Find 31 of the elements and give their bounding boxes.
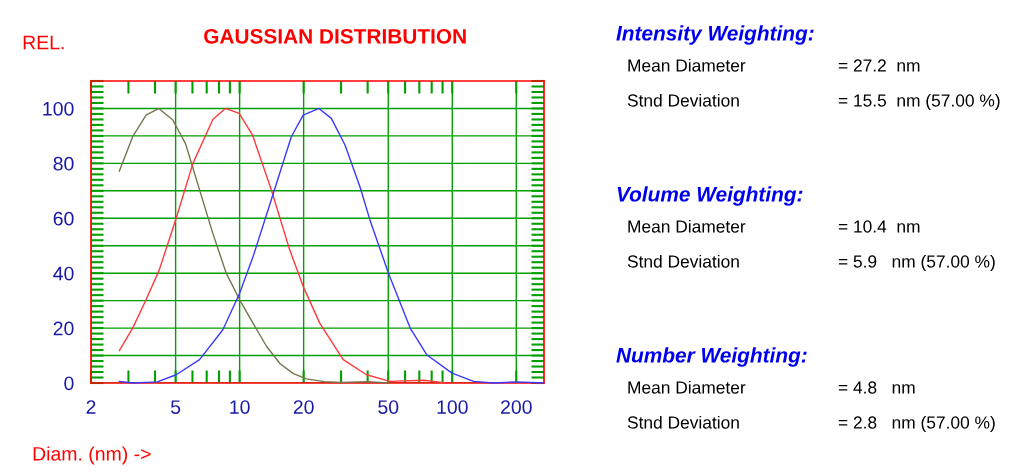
text: = 4.8 nm bbox=[838, 381, 915, 394]
y-tick-label: 20 bbox=[53, 321, 74, 336]
text: = 2.8 nm (57.00 %) bbox=[838, 415, 995, 433]
text: Volume Weighting: bbox=[617, 186, 803, 206]
x-tick-label: 200 bbox=[501, 400, 532, 414]
y-tick-label: 80 bbox=[53, 156, 74, 171]
x-tick-label: 5 bbox=[170, 400, 181, 414]
text: Mean Diameter bbox=[628, 58, 746, 72]
text: = 10.4 nm bbox=[838, 220, 920, 233]
text: Stnd Deviation bbox=[627, 254, 739, 268]
text: Stnd Deviation bbox=[627, 415, 739, 429]
text: = 27.2 nm bbox=[838, 59, 920, 72]
y-axis-title: REL. bbox=[23, 35, 64, 50]
text: = 15.5 nm (57.00 %) bbox=[838, 93, 1000, 111]
x-axis-title: Diam. (nm) -> bbox=[33, 446, 151, 465]
y-tick-label: 100 bbox=[43, 101, 74, 116]
x-tick-label: 100 bbox=[437, 400, 468, 414]
text: Stnd Deviation bbox=[627, 93, 739, 107]
text: = 5.9 nm (57.00 %) bbox=[838, 254, 995, 272]
text: Intensity Weighting: bbox=[616, 25, 814, 45]
text: Number Weighting: bbox=[616, 347, 807, 367]
x-tick-label: 50 bbox=[378, 400, 399, 414]
text: Mean Diameter bbox=[628, 219, 746, 233]
x-tick-label: 2 bbox=[86, 400, 96, 414]
chart-title: GAUSSIAN DISTRIBUTION bbox=[204, 28, 466, 44]
text: Mean Diameter bbox=[628, 380, 746, 394]
x-tick-label: 20 bbox=[293, 400, 314, 414]
x-tick-label: 10 bbox=[230, 400, 250, 414]
y-tick-label: 40 bbox=[53, 266, 74, 281]
y-tick-label: 0 bbox=[64, 376, 74, 391]
y-tick-label: 60 bbox=[53, 211, 74, 226]
